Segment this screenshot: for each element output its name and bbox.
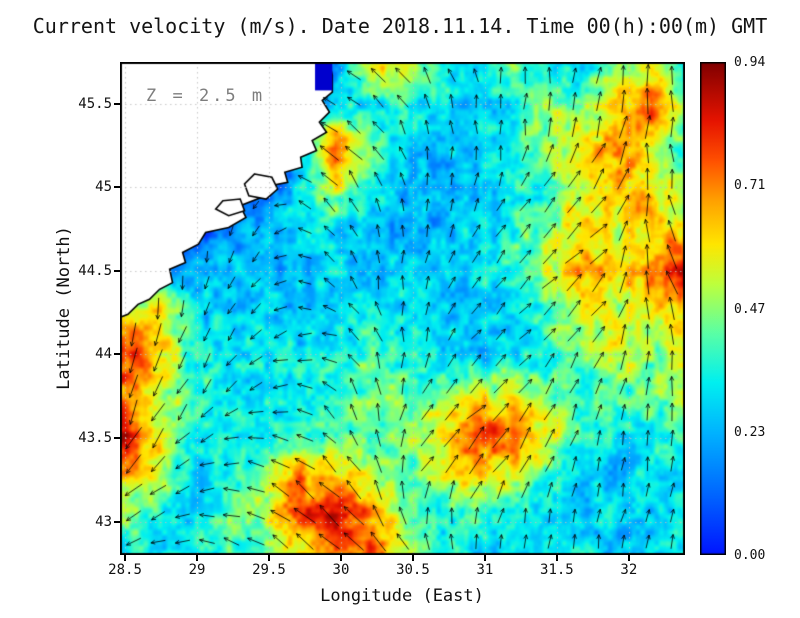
x-tick-label: 30 [332,562,350,578]
x-tick-mark [196,555,198,561]
x-tick-mark [555,555,558,561]
colorbar-label: 0.23 [734,424,766,440]
y-tick-label: 45 [95,179,112,196]
depth-annotation: Z = 2.5 m [146,86,266,106]
x-tick-label: 32 [620,562,638,578]
x-tick-mark [627,555,630,561]
y-tick-mark [114,437,120,440]
velocity-map-canvas [120,62,685,555]
x-tick-mark [483,555,486,561]
x-tick-mark [267,555,270,561]
x-tick-label: 31.5 [540,562,574,578]
x-tick-label: 31 [476,562,494,578]
plot-title: Current velocity (m/s). Date 2018.11.14.… [32,14,768,38]
x-tick-label: 29.5 [252,562,286,578]
y-tick-mark [114,269,120,272]
y-tick-label: 44 [95,346,112,363]
colorbar-label: 0.47 [734,301,766,317]
y-tick-mark [114,102,120,105]
y-tick-mark [114,186,120,189]
x-tick-label: 28.5 [108,562,142,578]
y-tick-label: 43.5 [78,430,112,447]
y-tick-mark [114,353,120,356]
x-tick-mark [339,555,342,561]
x-tick-mark [411,555,414,561]
y-tick-mark [114,520,120,523]
y-tick-label: 45.5 [78,95,112,112]
y-tick-label: 44.5 [78,262,112,279]
y-axis-label: Latitude (North) [54,226,74,390]
colorbar-label: 0.71 [734,178,766,194]
x-tick-mark [124,555,127,561]
x-tick-label: 29 [188,562,206,578]
colorbar-label: 0.94 [734,55,766,70]
colorbar [700,62,726,555]
y-tick-label: 43 [95,513,112,530]
x-tick-label: 30.5 [396,562,430,578]
x-axis-label: Longitude (East) [320,586,484,606]
colorbar-label: 0.00 [734,548,766,563]
